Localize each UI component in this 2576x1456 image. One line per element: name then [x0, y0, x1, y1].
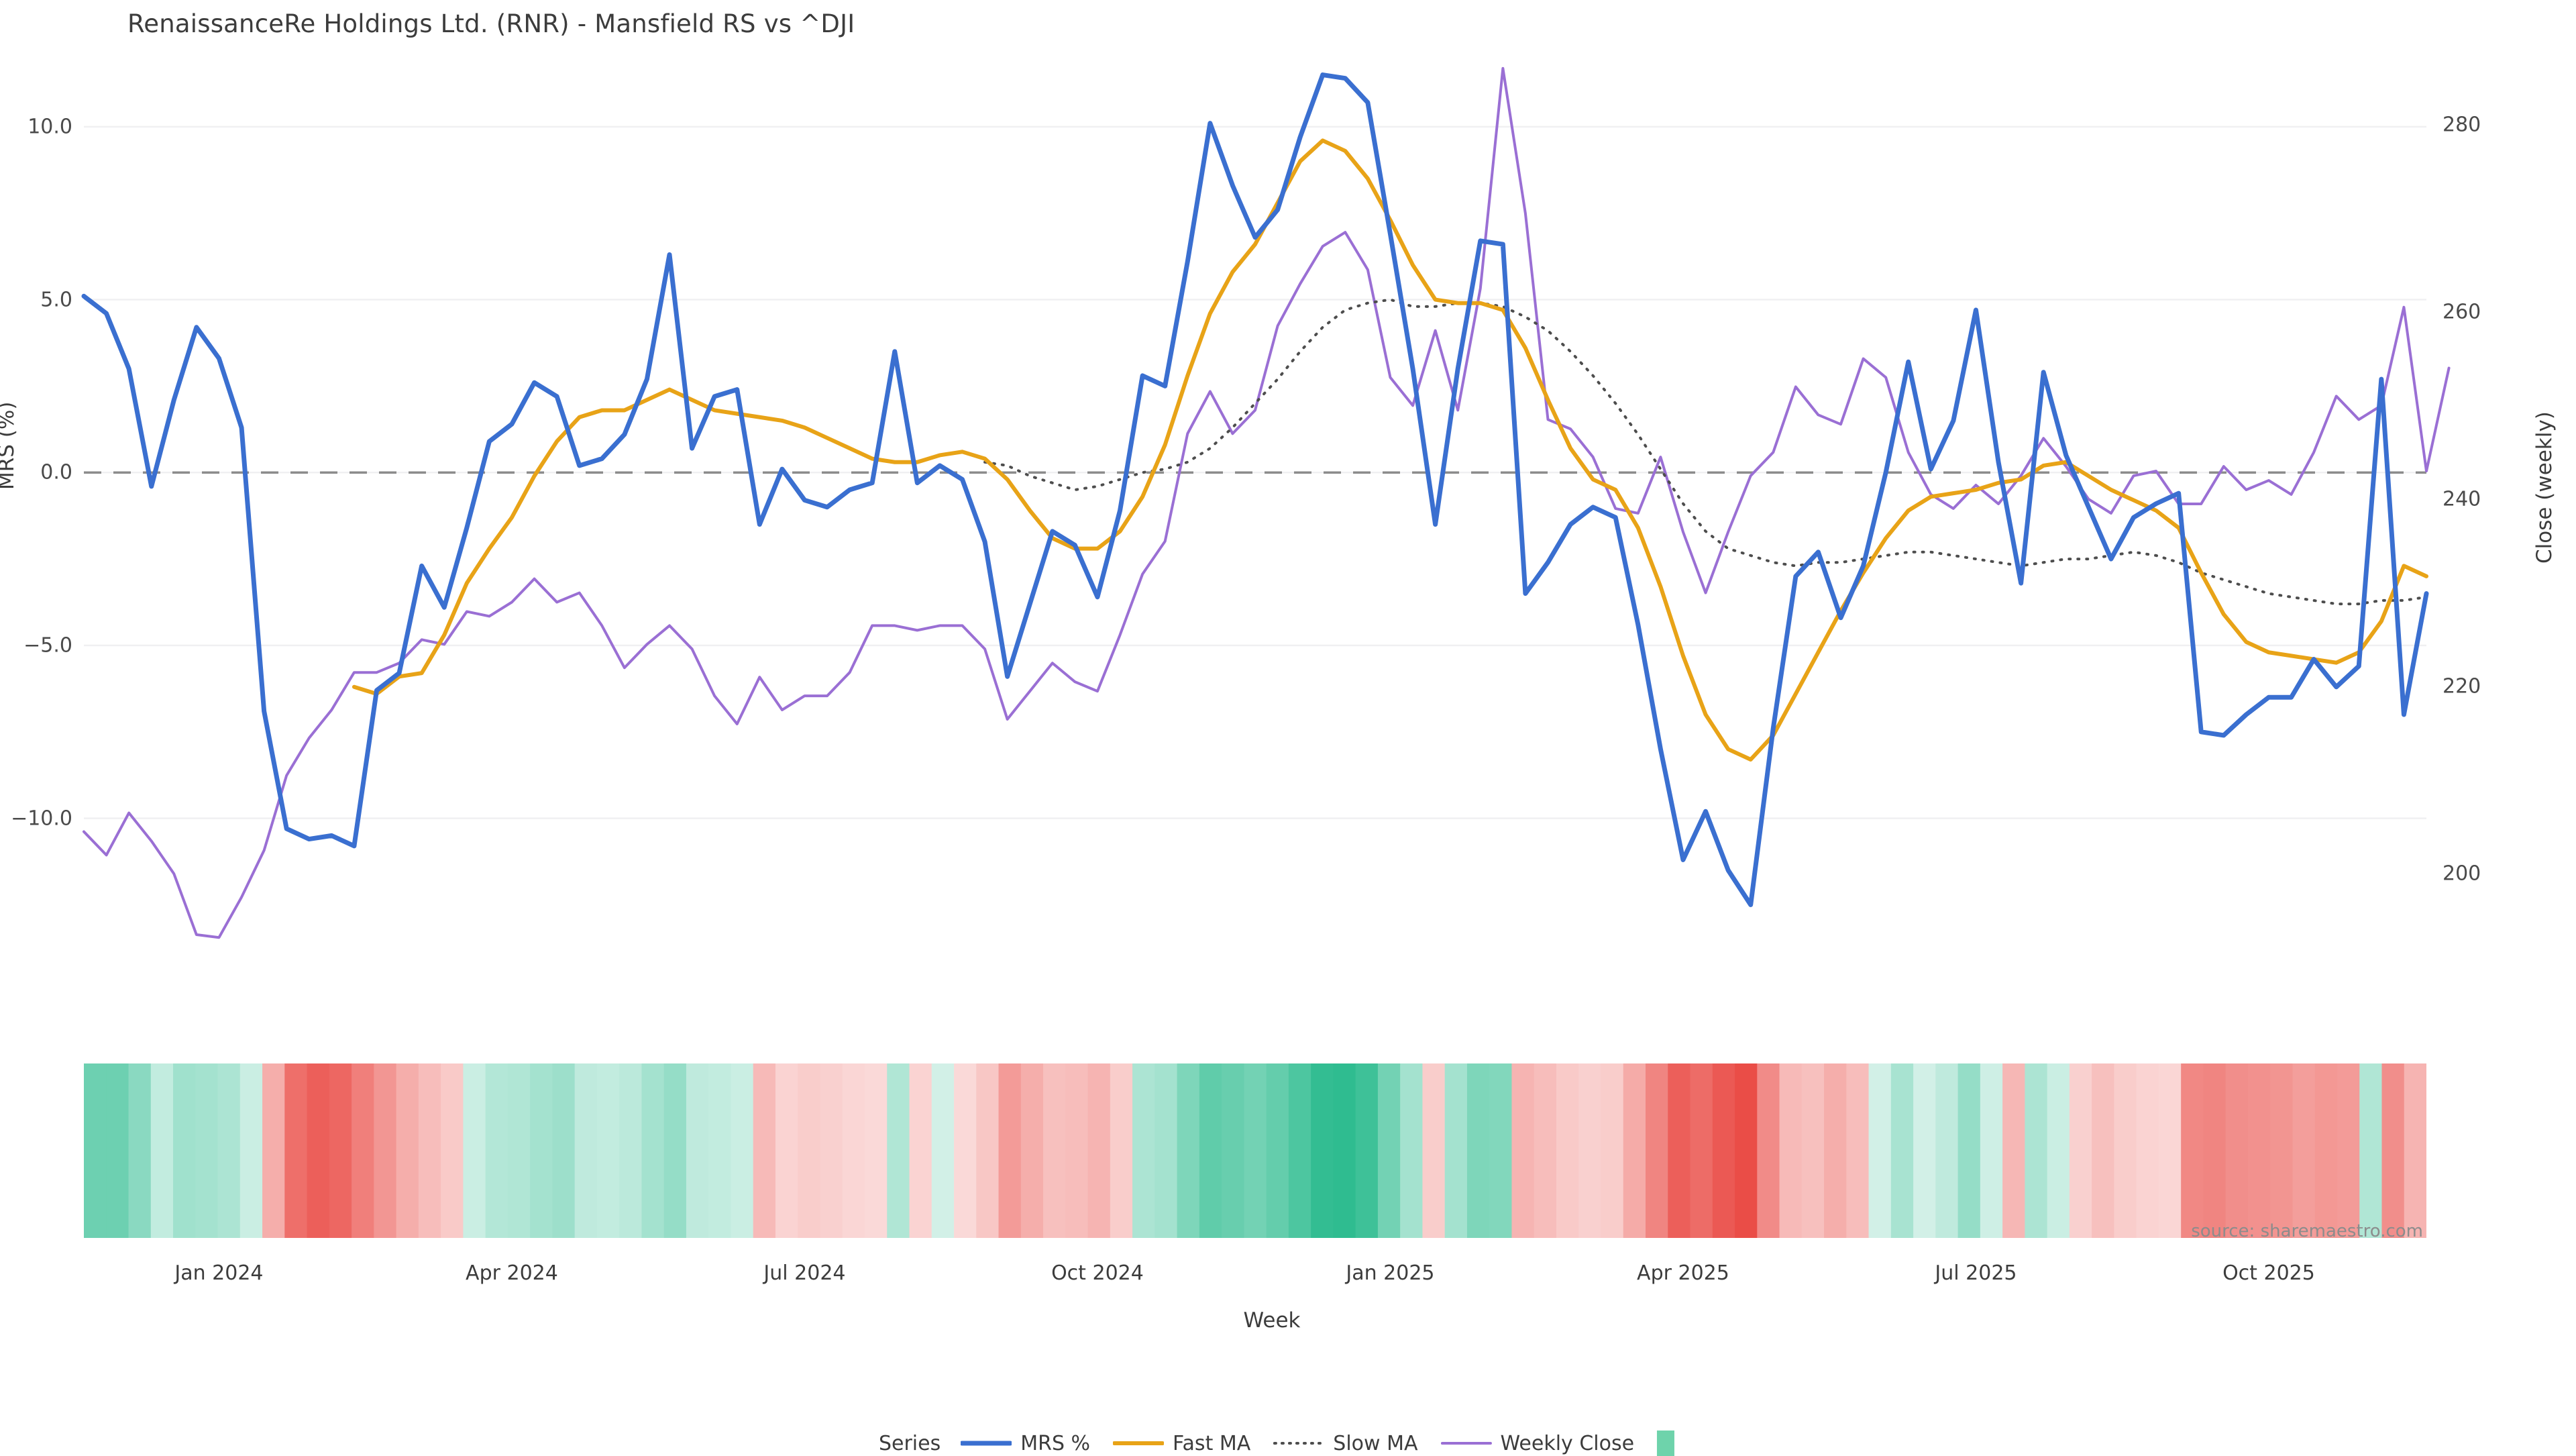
legend-item[interactable]: Slow MA [1273, 1431, 1418, 1455]
legend-label: Fast MA [1173, 1431, 1251, 1455]
chart-title: RenaissanceRe Holdings Ltd. (RNR) - Mans… [127, 9, 855, 38]
x-axis-title: Week [1243, 1308, 1301, 1333]
left-axis-tick: 5.0 [40, 288, 72, 312]
right-axis-title: Close (weekly) [2532, 411, 2557, 564]
x-axis-tick: Apr 2025 [1637, 1261, 1729, 1285]
mrs-heatmap-strip [84, 1063, 2426, 1238]
left-axis-tick: −5.0 [23, 633, 72, 658]
right-axis-tick: 260 [2443, 300, 2481, 324]
right-axis-tick: 200 [2443, 862, 2481, 886]
legend-label: MRS % [1020, 1431, 1091, 1455]
legend-line-swatch [1273, 1442, 1325, 1445]
legend-item[interactable]: Fast MA [1113, 1432, 1250, 1455]
right-axis-tick: 280 [2443, 113, 2481, 137]
legend-line-swatch [961, 1441, 1012, 1446]
legend-item[interactable]: MRS % [961, 1432, 1090, 1455]
legend-line-swatch [1440, 1442, 1492, 1445]
legend-label: Weekly Close [1500, 1431, 1635, 1455]
left-axis-tick: 10.0 [28, 115, 72, 139]
x-axis-tick: Jan 2024 [174, 1261, 264, 1285]
plot-lines [81, 66, 2451, 939]
left-axis-tick: 0.0 [40, 460, 72, 484]
heatmap-bands [84, 1063, 2426, 1238]
x-axis-tick: Oct 2024 [1051, 1261, 1144, 1285]
plot-area [81, 40, 2451, 939]
right-axis-tick: 240 [2443, 487, 2481, 511]
x-axis-tick: Apr 2024 [466, 1261, 558, 1285]
x-axis-tick: Jul 2024 [763, 1261, 846, 1285]
source-note: source: sharemaestro.com [2191, 1221, 2423, 1241]
x-axis-tick: Jul 2025 [1935, 1261, 2017, 1285]
legend-item[interactable]: Weekly Close [1440, 1431, 1635, 1455]
x-axis-tick: Jan 2025 [1346, 1261, 1435, 1285]
x-axis-tick: Oct 2025 [2222, 1261, 2315, 1285]
left-axis-title: MRS (%) [0, 401, 19, 490]
legend-label: Slow MA [1333, 1431, 1418, 1455]
legend-title: Series [878, 1431, 941, 1455]
chart-legend: Series MRS % Fast MA Slow MA Weekly Close [879, 1431, 1697, 1456]
left-axis-tick: −10.0 [11, 807, 72, 831]
legend-heatmap-swatch [1657, 1431, 1675, 1456]
legend-item[interactable] [1657, 1431, 1675, 1456]
right-axis-tick: 220 [2443, 674, 2481, 698]
legend-line-swatch [1113, 1441, 1165, 1445]
